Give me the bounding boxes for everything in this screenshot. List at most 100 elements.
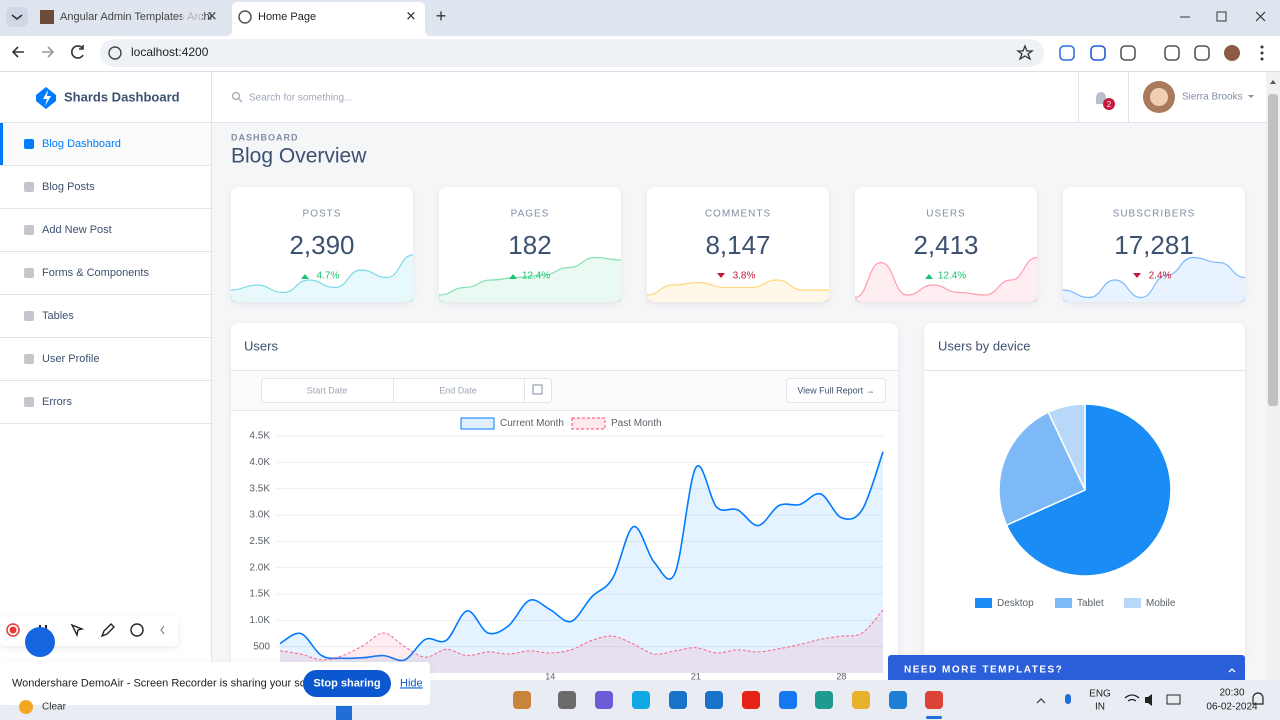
active-tab[interactable] (226, 2, 431, 36)
extension-icon[interactable] (1120, 45, 1136, 61)
site-info[interactable] (108, 46, 122, 60)
nav-item[interactable]: Errors (42, 396, 72, 408)
extension-icon[interactable] (1194, 45, 1210, 61)
taskbar-app[interactable] (815, 691, 833, 709)
tab-title[interactable]: Home Page (258, 11, 316, 23)
legend-swatch[interactable] (460, 417, 495, 430)
language[interactable]: ENG (1089, 689, 1111, 700)
taskbar-app[interactable] (595, 691, 613, 709)
back[interactable] (11, 46, 24, 58)
taskbar-app[interactable] (632, 691, 650, 709)
pen-tool[interactable] (100, 623, 115, 638)
search-placeholder[interactable]: Search for something... (249, 93, 352, 104)
legend-label[interactable]: Current Month (500, 418, 564, 429)
share-message: Wondershare DemoAir - Screen Recorder is… (12, 677, 330, 689)
eraser-tool[interactable] (130, 623, 144, 637)
user-name[interactable]: Sierra Brooks (1182, 92, 1243, 103)
legend-swatch[interactable] (1124, 598, 1141, 608)
extension-icon[interactable] (1090, 45, 1106, 61)
taskbar-app[interactable] (889, 691, 907, 709)
legend-swatch[interactable] (975, 598, 992, 608)
profile-avatar[interactable] (1224, 45, 1240, 61)
taskbar-app[interactable] (558, 691, 576, 709)
stat-card (647, 187, 829, 302)
nav-item[interactable]: User Profile (42, 353, 99, 365)
menu-dot[interactable] (1260, 51, 1264, 55)
scroll-thumb[interactable] (1268, 94, 1278, 406)
legend-label[interactable]: Tablet (1077, 598, 1104, 609)
language-region[interactable]: IN (1095, 702, 1105, 713)
bell-icon[interactable] (1096, 92, 1106, 104)
report-button-label[interactable]: View Full Report → (797, 385, 874, 395)
stat-value: 182 (508, 230, 551, 260)
templates-banner[interactable] (888, 655, 1245, 685)
tray-caret[interactable] (1036, 698, 1046, 704)
tab-list-button[interactable] (6, 7, 28, 27)
calendar-icon[interactable] (532, 384, 543, 395)
stop-sharing-label[interactable]: Stop sharing (313, 677, 380, 689)
stat-arrow (925, 274, 933, 279)
nav-item[interactable]: Forms & Components (42, 267, 149, 279)
hide-link[interactable]: Hide (400, 677, 423, 689)
taskbar-app[interactable] (742, 691, 760, 709)
taskbar-app[interactable] (925, 691, 943, 709)
recorder-bubble (25, 627, 55, 657)
clock-time[interactable]: 20:30 (1219, 688, 1244, 699)
nav-item[interactable]: Tables (42, 310, 74, 322)
notification-bell[interactable] (1252, 692, 1264, 705)
extension-icon[interactable] (1059, 45, 1075, 61)
reload[interactable] (71, 45, 84, 59)
battery-icon[interactable] (1166, 694, 1181, 705)
nav-active-indicator (0, 123, 3, 165)
y-tick-label: 2.5K (249, 536, 270, 547)
legend-label[interactable]: Mobile (1146, 598, 1176, 609)
legend-swatch[interactable] (571, 417, 606, 430)
volume-icon[interactable] (1145, 694, 1152, 706)
legend-label[interactable]: Past Month (611, 418, 662, 429)
taskbar-app[interactable] (669, 691, 687, 709)
tab-close[interactable]: ✕ (207, 8, 218, 23)
record-button[interactable] (6, 623, 20, 637)
mic-icon[interactable] (1065, 694, 1071, 704)
y-tick-label: 4.5K (249, 431, 270, 442)
end-date-input[interactable]: End Date (439, 385, 477, 395)
menu-dot[interactable] (1260, 57, 1264, 61)
pointer-tool[interactable] (70, 623, 85, 638)
nav-item[interactable]: Blog Dashboard (42, 138, 121, 150)
extension-icon[interactable] (1164, 45, 1180, 61)
legend-swatch[interactable] (1055, 598, 1072, 608)
clock-date[interactable]: 06-02-2024 (1206, 702, 1258, 713)
stop-sharing-button[interactable] (303, 670, 391, 697)
start-button[interactable] (336, 706, 352, 720)
collapse[interactable] (160, 625, 165, 635)
url[interactable]: localhost:4200 (131, 45, 209, 59)
legend-label[interactable]: Desktop (997, 598, 1034, 609)
brand-name[interactable]: Shards Dashboard (64, 89, 180, 104)
taskbar-app[interactable] (705, 691, 723, 709)
weather-icon (19, 700, 33, 714)
taskbar-app[interactable] (779, 691, 797, 709)
taskbar-app[interactable] (852, 691, 870, 709)
taskbar-app[interactable] (513, 691, 531, 709)
tab-close[interactable]: ✕ (406, 8, 417, 23)
nav-active-bg (0, 123, 211, 165)
start-date-input[interactable]: Start Date (307, 385, 348, 395)
close-window[interactable] (1255, 11, 1266, 22)
forward[interactable] (42, 46, 55, 58)
card-title: Users (244, 338, 278, 353)
x-tick-label: 28 (836, 671, 846, 681)
bookmark-star[interactable] (1016, 44, 1034, 61)
tab-favicon (238, 10, 252, 24)
menu-dot[interactable] (1260, 45, 1264, 49)
maximize[interactable] (1216, 11, 1227, 22)
wifi-icon[interactable] (1124, 694, 1140, 702)
omnibox[interactable] (100, 39, 1044, 67)
report-button[interactable] (786, 378, 886, 403)
new-tab[interactable]: + (436, 6, 447, 26)
nav-item[interactable]: Blog Posts (42, 181, 95, 193)
sparkline-area (439, 257, 621, 302)
series-line (279, 451, 884, 662)
tab-title[interactable]: Angular Admin Templates Archi (60, 11, 212, 23)
y-tick-label: 1.0K (249, 615, 270, 626)
nav-item[interactable]: Add New Post (42, 224, 112, 236)
